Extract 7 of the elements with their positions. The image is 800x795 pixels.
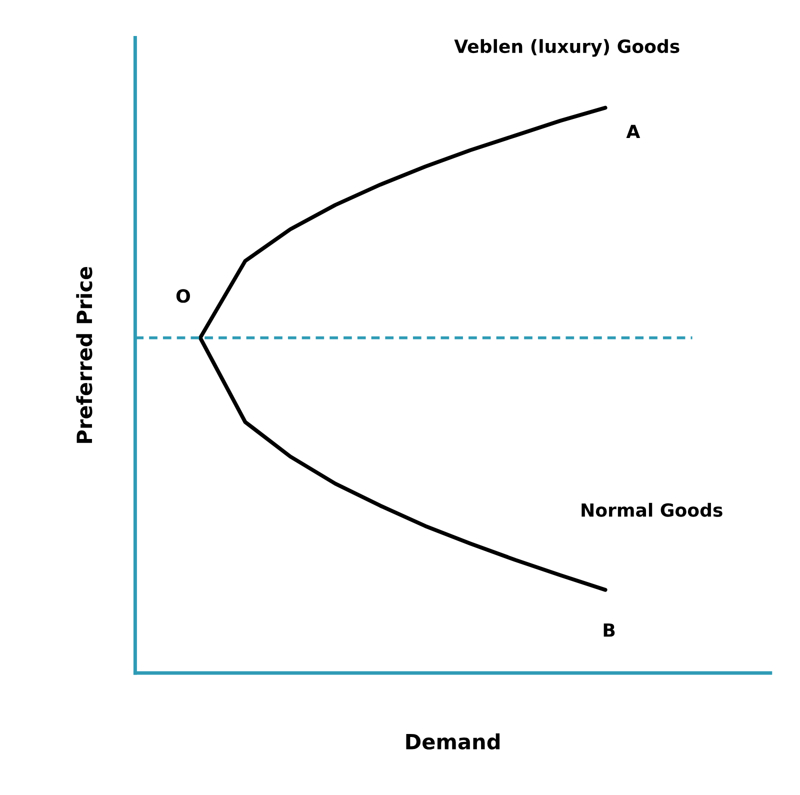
text: Veblen (luxury) Goods — [454, 39, 680, 57]
annotation: O — [176, 289, 190, 303]
annotation: B — [604, 624, 615, 637]
y-axis-title: Preferred Price — [76, 266, 92, 443]
annotation: A — [626, 124, 640, 138]
x-axis-title: Demand — [406, 733, 500, 750]
annotation: Normal Goods — [582, 502, 722, 517]
